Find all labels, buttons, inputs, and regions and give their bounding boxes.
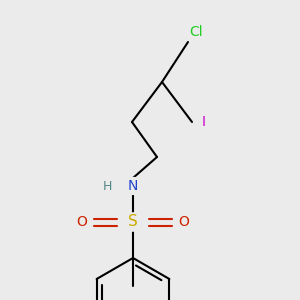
Text: Cl: Cl: [189, 25, 203, 39]
Text: O: O: [178, 215, 189, 229]
Text: S: S: [128, 214, 138, 230]
Text: H: H: [102, 179, 112, 193]
Text: I: I: [202, 115, 206, 129]
Text: N: N: [128, 179, 138, 193]
Text: O: O: [76, 215, 87, 229]
